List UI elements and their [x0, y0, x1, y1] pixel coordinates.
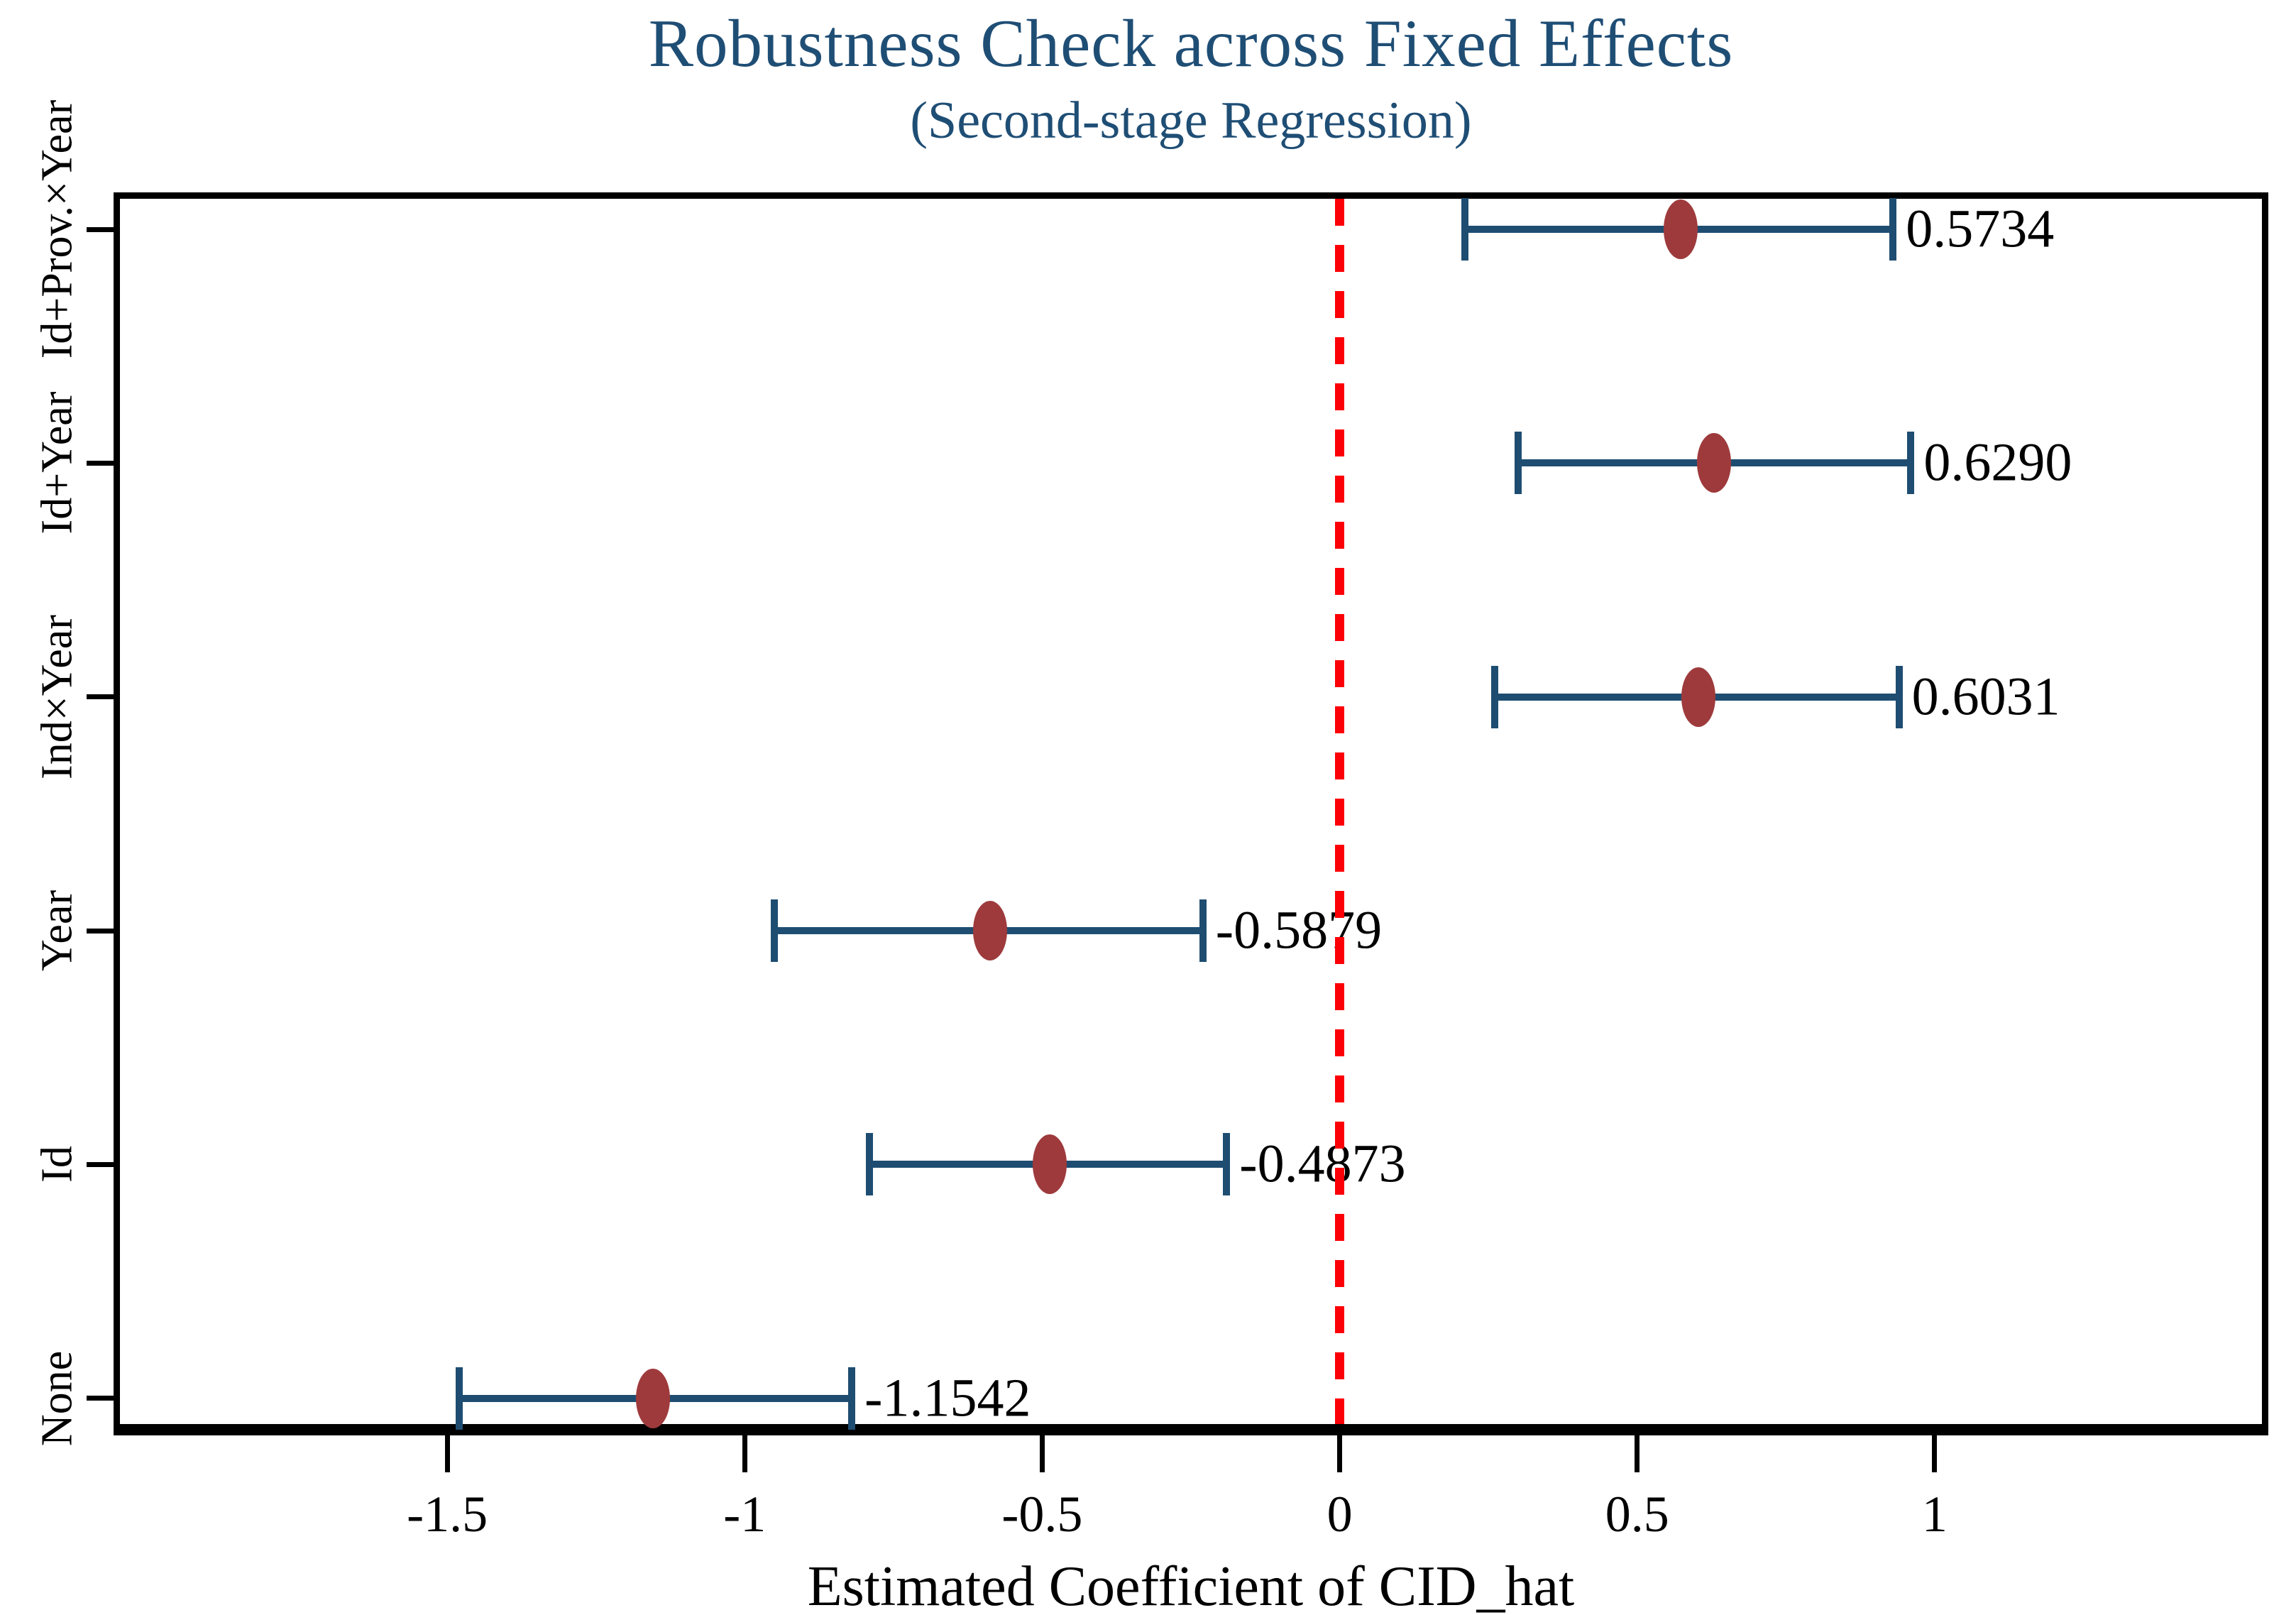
ci-cap-low	[866, 1133, 874, 1196]
y-tick	[87, 694, 114, 700]
x-tick-label: -1	[723, 1486, 767, 1543]
value-label: -0.4873	[1239, 1134, 1406, 1194]
y-category-label: Id	[33, 1146, 82, 1183]
x-tick	[1932, 1435, 1938, 1472]
y-category-label: Id+Year	[33, 392, 82, 535]
x-tick	[1635, 1435, 1640, 1472]
ci-cap-high	[1889, 198, 1897, 261]
value-label: 0.5734	[1906, 199, 2055, 259]
x-tick	[1039, 1435, 1045, 1472]
zero-reference-line	[1335, 199, 1345, 1424]
x-tick-label: 0.5	[1605, 1486, 1669, 1543]
y-category-label: Id+Prov.×Year	[33, 99, 82, 359]
point-marker	[1664, 199, 1698, 260]
x-tick	[444, 1435, 450, 1472]
y-tick	[87, 226, 114, 232]
ci-cap-high	[1895, 665, 1903, 728]
point-marker	[1033, 1134, 1067, 1195]
point-marker	[1696, 433, 1731, 493]
x-tick-label: -1.5	[407, 1486, 488, 1543]
y-tick	[87, 1396, 114, 1401]
chart-title: Robustness Check across Fixed Effects	[648, 6, 1734, 81]
chart-subtitle: (Second-stage Regression)	[910, 92, 1472, 150]
ci-cap-high	[1907, 432, 1915, 495]
value-label: -0.5879	[1215, 900, 1383, 960]
y-tick	[87, 928, 114, 934]
y-category-label: Ind×Year	[33, 614, 82, 779]
y-category-label: None	[33, 1350, 82, 1446]
y-category-label: Year	[33, 889, 82, 972]
ci-cap-low	[455, 1367, 463, 1430]
x-axis-label: Estimated Coefficient of CID_hat	[807, 1555, 1575, 1615]
x-tick	[742, 1435, 747, 1472]
ci-cap-low	[771, 899, 779, 963]
ci-cap-low	[1490, 665, 1498, 728]
x-tick-label: 0	[1326, 1486, 1353, 1543]
y-tick	[87, 1161, 114, 1167]
plot-area: Estimated Coefficient of CID_hat 0.5734 I…	[33, 100, 2268, 1615]
value-label: 0.6031	[1911, 667, 2060, 727]
x-tick-label: 1	[1921, 1486, 1948, 1543]
ci-cap-low	[1515, 432, 1522, 495]
ci-cap-high	[1223, 1133, 1231, 1196]
point-marker	[972, 901, 1007, 961]
ci-cap-low	[1461, 198, 1468, 261]
x-tick-label: -0.5	[1001, 1486, 1083, 1543]
value-label: 0.6290	[1923, 432, 2072, 493]
x-tick	[1337, 1435, 1343, 1472]
ci-cap-high	[1199, 899, 1207, 963]
point-marker	[1681, 667, 1716, 727]
point-marker	[635, 1368, 670, 1428]
value-label: -1.1542	[864, 1368, 1031, 1428]
y-tick	[87, 460, 114, 466]
ci-cap-high	[848, 1367, 856, 1430]
